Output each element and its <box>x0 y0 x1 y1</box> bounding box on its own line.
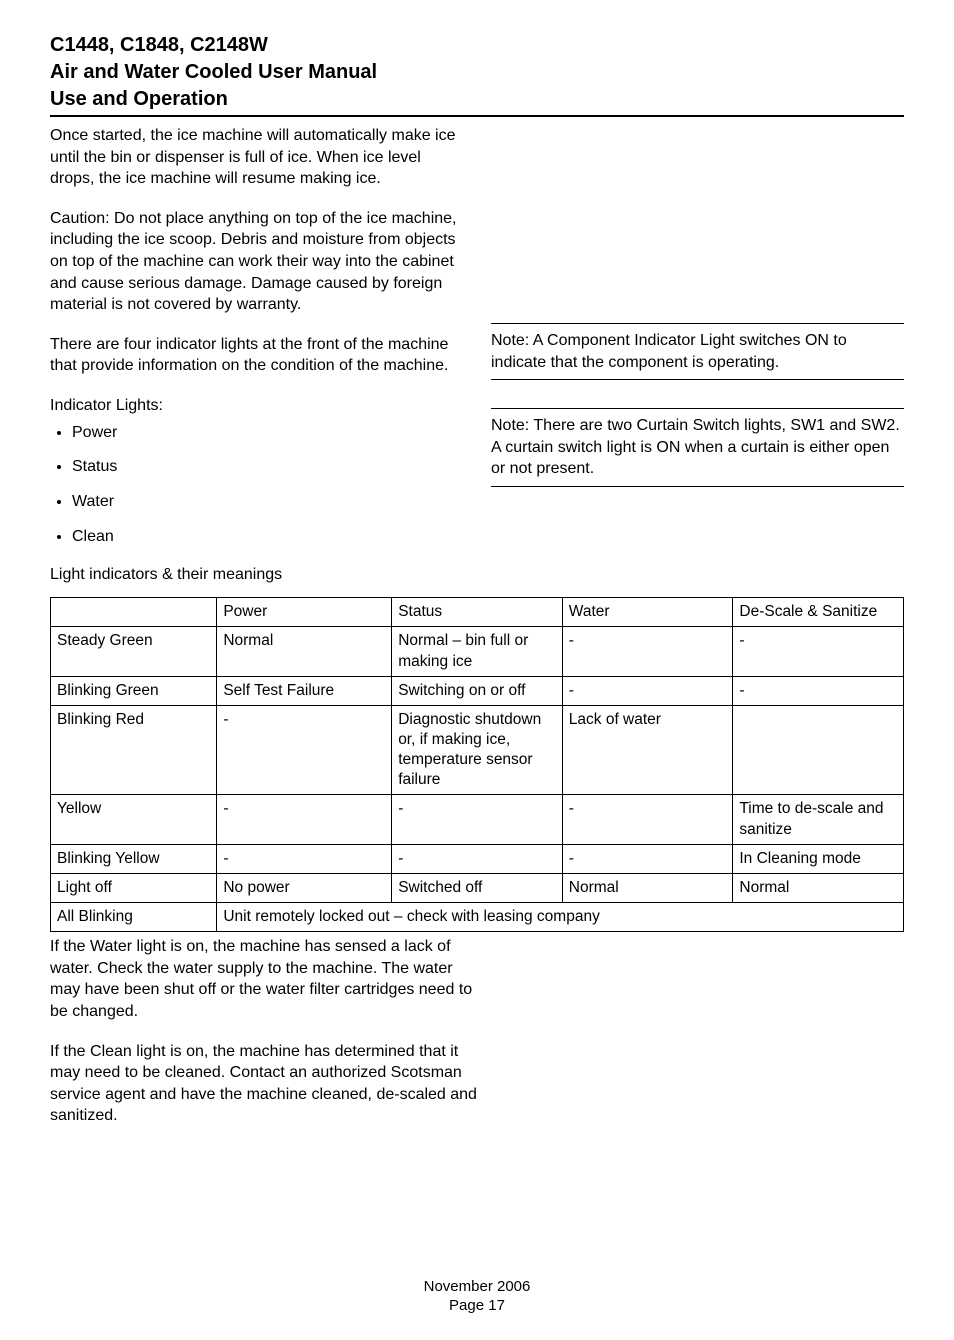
th-power: Power <box>217 598 392 627</box>
cell: Blinking Yellow <box>51 844 217 873</box>
page-footer: November 2006 Page 17 <box>50 1277 904 1316</box>
intro-para-1: Once started, the ice machine will autom… <box>50 125 463 190</box>
cell: Light off <box>51 873 217 902</box>
cell: - <box>217 844 392 873</box>
right-column: Note: A Component Indicator Light switch… <box>491 125 904 585</box>
cell: In Cleaning mode <box>733 844 904 873</box>
th-descale: De-Scale & Sanitize <box>733 598 904 627</box>
post-table-text: If the Water light is on, the machine ha… <box>50 936 904 1127</box>
cell: Normal <box>733 873 904 902</box>
clean-light-para: If the Clean light is on, the machine ha… <box>50 1041 480 1127</box>
indicator-intro: There are four indicator lights at the f… <box>50 334 463 377</box>
cell: - <box>217 705 392 795</box>
cell: Normal <box>562 873 733 902</box>
cell: - <box>562 627 733 676</box>
list-item: Power <box>72 423 463 444</box>
table-header-row: Power Status Water De-Scale & Sanitize <box>51 598 904 627</box>
indicator-table: Power Status Water De-Scale & Sanitize S… <box>50 597 904 932</box>
left-column: Once started, the ice machine will autom… <box>50 125 463 585</box>
cell-span: Unit remotely locked out – check with le… <box>217 903 904 932</box>
page-header: C1448, C1848, C2148W Air and Water Coole… <box>50 32 904 117</box>
note-1-text: Note: A Component Indicator Light switch… <box>491 332 847 371</box>
th-status: Status <box>392 598 563 627</box>
note-2-text: Note: There are two Curtain Switch light… <box>491 417 900 477</box>
water-light-para: If the Water light is on, the machine ha… <box>50 936 480 1022</box>
cell: Blinking Red <box>51 705 217 795</box>
cell: All Blinking <box>51 903 217 932</box>
cell: - <box>392 795 563 844</box>
cell: Self Test Failure <box>217 676 392 705</box>
indicator-lights-label: Indicator Lights: <box>50 395 463 417</box>
cell <box>733 705 904 795</box>
header-line3: Use and Operation <box>50 88 228 110</box>
cell: Blinking Green <box>51 676 217 705</box>
list-item: Clean <box>72 527 463 548</box>
caution-para: Caution: Do not place anything on top of… <box>50 208 463 316</box>
footer-page: Page 17 <box>449 1297 505 1314</box>
cell: Yellow <box>51 795 217 844</box>
cell: - <box>733 627 904 676</box>
cell: - <box>562 676 733 705</box>
indicator-lights-list: Power Status Water Clean <box>50 423 463 548</box>
list-item: Status <box>72 457 463 478</box>
header-line2: Air and Water Cooled User Manual <box>50 61 377 83</box>
cell: Switched off <box>392 873 563 902</box>
header-line1: C1448, C1848, C2148W <box>50 34 268 56</box>
cell: Normal <box>217 627 392 676</box>
table-row: Yellow - - - Time to de-scale and saniti… <box>51 795 904 844</box>
th-water: Water <box>562 598 733 627</box>
th-empty <box>51 598 217 627</box>
note-box-1: Note: A Component Indicator Light switch… <box>491 323 904 380</box>
table-row-last: All Blinking Unit remotely locked out – … <box>51 903 904 932</box>
cell: - <box>217 795 392 844</box>
cell: Time to de-scale and sanitize <box>733 795 904 844</box>
vertical-spacer <box>491 125 904 323</box>
cell: - <box>392 844 563 873</box>
table-caption: Light indicators & their meanings <box>50 564 463 586</box>
indicator-table-wrap: Power Status Water De-Scale & Sanitize S… <box>50 597 904 932</box>
cell: Normal – bin full or making ice <box>392 627 563 676</box>
table-row: Blinking Yellow - - - In Cleaning mode <box>51 844 904 873</box>
table-row: Blinking Green Self Test Failure Switchi… <box>51 676 904 705</box>
footer-date: November 2006 <box>424 1278 531 1295</box>
cell: - <box>733 676 904 705</box>
header-title: C1448, C1848, C2148W Air and Water Coole… <box>50 32 904 113</box>
cell: Steady Green <box>51 627 217 676</box>
two-column-body: Once started, the ice machine will autom… <box>50 125 904 585</box>
cell: Diagnostic shutdown or, if making ice, t… <box>392 705 563 795</box>
table-row: Light off No power Switched off Normal N… <box>51 873 904 902</box>
cell: Switching on or off <box>392 676 563 705</box>
cell: No power <box>217 873 392 902</box>
cell: - <box>562 795 733 844</box>
cell: - <box>562 844 733 873</box>
table-row: Steady Green Normal Normal – bin full or… <box>51 627 904 676</box>
note-box-2: Note: There are two Curtain Switch light… <box>491 408 904 487</box>
page-root: C1448, C1848, C2148W Air and Water Coole… <box>0 0 954 1340</box>
list-item: Water <box>72 492 463 513</box>
table-row: Blinking Red - Diagnostic shutdown or, i… <box>51 705 904 795</box>
cell: Lack of water <box>562 705 733 795</box>
